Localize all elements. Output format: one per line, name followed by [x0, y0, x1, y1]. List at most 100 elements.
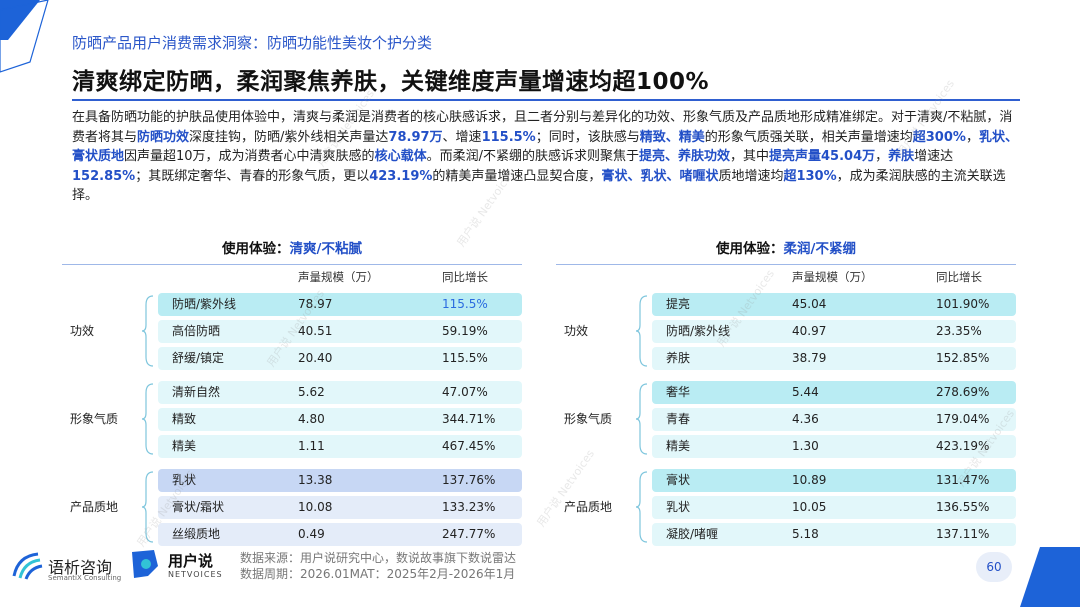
group-label: 产品质地: [564, 500, 613, 514]
metric-volume: 1.30: [792, 439, 819, 453]
netvoices-logo-icon: [132, 550, 158, 578]
metric-growth: 136.55%: [936, 500, 990, 514]
panel-heading-highlight: 清爽/不粘腻: [289, 241, 362, 257]
table-row: 乳状 10.05 136.55%: [652, 496, 1016, 519]
panel-heading: 使用体验：柔润/不紧绷: [556, 236, 1016, 262]
metric-growth: 101.90%: [936, 297, 990, 311]
metric-growth: 23.35%: [936, 324, 982, 338]
table-row: 精美 1.11 467.45%: [158, 435, 522, 458]
metric-name: 高倍防晒: [172, 324, 221, 338]
highlight-text: 防晒功效: [137, 129, 190, 145]
metric-group: 产品质地 乳状 13.38 137.76% 膏状/霜状 10.08 133.23% 丝缎质地 0…: [62, 463, 522, 551]
metric-name: 乳状: [666, 500, 691, 514]
metric-growth: 278.69%: [936, 385, 990, 399]
group-label: 功效: [564, 324, 589, 338]
table-row: 青春 4.36 179.04%: [652, 408, 1016, 431]
table-row: 膏状/霜状 10.08 133.23%: [158, 496, 522, 519]
highlight-text: 超300%: [912, 129, 966, 145]
panel-heading: 使用体验：清爽/不粘腻: [62, 236, 522, 262]
metric-volume: 10.89: [792, 473, 827, 487]
highlight-text: 提亮声量45.04万: [769, 149, 876, 164]
column-header-volume: 声量规模（万）: [298, 270, 379, 284]
highlight-text: 超130%: [783, 168, 837, 184]
metric-volume: 13.38: [298, 473, 333, 487]
metric-name: 防晒/紫外线: [172, 297, 237, 311]
body-text: 深度挂钩，防晒/紫外线相关声量达: [189, 129, 389, 145]
metric-name: 凝胶/啫喱: [666, 527, 719, 541]
group-bracket: [636, 295, 648, 367]
highlight-text: 提亮、养肤功效: [638, 149, 730, 164]
table-row: 奢华 5.44 278.69%: [652, 381, 1016, 404]
metric-growth: 247.77%: [442, 527, 496, 541]
metric-name: 舒缓/镇定: [172, 351, 225, 365]
metric-name: 养肤: [666, 351, 691, 365]
metric-volume: 10.05: [792, 500, 827, 514]
metric-growth: 131.47%: [936, 473, 990, 487]
panel-moisturizing: 使用体验：柔润/不紧绷 声量规模（万） 同比增长 功效 提亮 45.04 101.90…: [556, 236, 1016, 551]
body-text: ，: [875, 149, 889, 164]
metric-growth: 423.19%: [936, 439, 990, 453]
column-header-growth: 同比增长: [936, 270, 982, 284]
metric-volume: 40.97: [792, 324, 827, 338]
body-text: 质地增速均: [718, 168, 784, 184]
title-divider: [72, 99, 1020, 101]
highlight-text: 乳状、膏状质地: [72, 129, 1018, 165]
metric-volume: 5.44: [792, 385, 819, 399]
metric-name: 提亮: [666, 297, 691, 311]
netvoices-logo-subtext: NETVOICES: [168, 570, 223, 579]
table-row: 防晒/紫外线 40.97 23.35%: [652, 320, 1016, 343]
group-list: 功效 防晒/紫外线 78.97 115.5% 高倍防晒 40.51 59.19% 舒缓/镇定 2…: [62, 287, 522, 551]
body-text: ；同时，该肤感与: [535, 129, 640, 145]
body-text: 的形象气质强关联，相关声量增速均: [704, 129, 913, 145]
metric-growth: 137.11%: [936, 527, 990, 541]
panel-refreshing: 使用体验：清爽/不粘腻 声量规模（万） 同比增长 功效 防晒/紫外线 78.97 11…: [62, 236, 522, 551]
column-header-volume: 声量规模（万）: [792, 270, 873, 284]
metric-volume: 38.79: [792, 351, 827, 365]
highlight-text: 养肤: [888, 149, 915, 164]
metric-volume: 45.04: [792, 297, 827, 311]
semantix-logo-icon: [12, 552, 43, 580]
metric-volume: 1.11: [298, 439, 325, 453]
semantix-logo-text: 语析咨询: [48, 558, 113, 577]
table-row: 膏状 10.89 131.47%: [652, 469, 1016, 492]
table-row: 丝缎质地 0.49 247.77%: [158, 523, 522, 546]
panel-heading-prefix: 使用体验：: [222, 241, 290, 257]
metric-name: 丝缎质地: [172, 527, 221, 541]
metric-volume: 4.80: [298, 412, 325, 426]
highlight-text: 精致、精美: [639, 129, 705, 145]
table-row: 清新自然 5.62 47.07%: [158, 381, 522, 404]
metric-name: 膏状/霜状: [172, 500, 225, 514]
column-headers: 声量规模（万） 同比增长: [556, 265, 1016, 287]
body-text: ；其既绑定奢华、青春的形象气质，更以: [135, 168, 370, 184]
metric-growth: 179.04%: [936, 412, 990, 426]
metric-growth: 47.07%: [442, 385, 488, 399]
column-header-growth: 同比增长: [442, 270, 488, 284]
metric-volume: 4.36: [792, 412, 819, 426]
table-row: 精致 4.80 344.71%: [158, 408, 522, 431]
metric-name: 防晒/紫外线: [666, 324, 731, 338]
metric-volume: 10.08: [298, 500, 333, 514]
table-row: 高倍防晒 40.51 59.19%: [158, 320, 522, 343]
panel-divider: [556, 264, 1016, 265]
metric-volume: 40.51: [298, 324, 333, 338]
table-row: 提亮 45.04 101.90%: [652, 293, 1016, 316]
metric-growth: 467.45%: [442, 439, 496, 453]
body-text: ，: [965, 129, 979, 145]
table-row: 防晒/紫外线 78.97 115.5%: [158, 293, 522, 316]
metric-growth: 344.71%: [442, 412, 496, 426]
group-bracket: [636, 383, 648, 455]
page-number: 60: [976, 552, 1012, 582]
highlight-text: 78.97万: [388, 129, 443, 145]
data-source: 数据来源：用户说研究中心，数说故事旗下数说雷达 数据周期：2026.01MAT：…: [240, 550, 516, 582]
metric-name: 乳状: [172, 473, 197, 487]
panel-heading-prefix: 使用体验：: [716, 241, 784, 257]
table-row: 乳状 13.38 137.76%: [158, 469, 522, 492]
metric-growth: 133.23%: [442, 500, 496, 514]
metric-growth: 59.19%: [442, 324, 488, 338]
metric-name: 精致: [172, 412, 197, 426]
metric-name: 青春: [666, 412, 691, 426]
metric-volume: 0.49: [298, 527, 325, 541]
metric-volume: 20.40: [298, 351, 333, 365]
corner-decoration: [1020, 547, 1080, 607]
body-text: 增速达: [914, 149, 954, 164]
